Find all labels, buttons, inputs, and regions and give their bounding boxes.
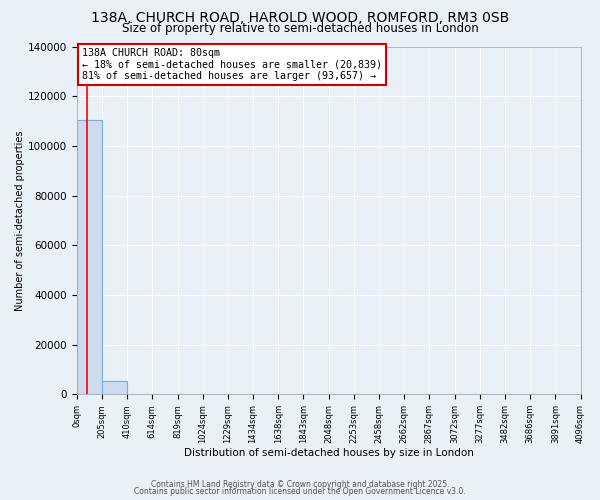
Bar [102,382,127,394]
Text: 138A CHURCH ROAD: 80sqm
← 18% of semi-detached houses are smaller (20,839)
81% o: 138A CHURCH ROAD: 80sqm ← 18% of semi-de… [82,48,382,82]
X-axis label: Distribution of semi-detached houses by size in London: Distribution of semi-detached houses by … [184,448,473,458]
Text: Contains HM Land Registry data © Crown copyright and database right 2025.: Contains HM Land Registry data © Crown c… [151,480,449,489]
Text: Size of property relative to semi-detached houses in London: Size of property relative to semi-detach… [122,22,478,35]
Text: Contains public sector information licensed under the Open Government Licence v3: Contains public sector information licen… [134,487,466,496]
Bar [77,120,102,394]
Text: 138A, CHURCH ROAD, HAROLD WOOD, ROMFORD, RM3 0SB: 138A, CHURCH ROAD, HAROLD WOOD, ROMFORD,… [91,11,509,25]
Y-axis label: Number of semi-detached properties: Number of semi-detached properties [15,130,25,310]
